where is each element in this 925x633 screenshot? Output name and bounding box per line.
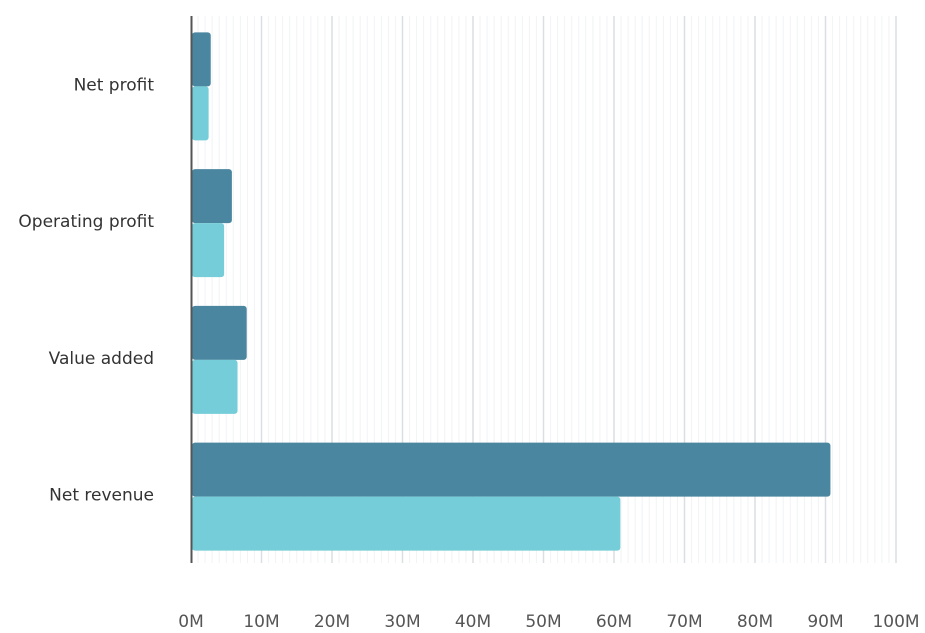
bar-operating-profit-series-1 bbox=[192, 169, 232, 224]
category-label: Net profit bbox=[74, 75, 155, 95]
x-tick-label: 40M bbox=[455, 612, 491, 632]
category-labels: Net profit Operating profit Value added Net… bbox=[18, 75, 154, 505]
x-tick-label: 70M bbox=[666, 612, 702, 632]
bar-value-added-series-1 bbox=[192, 305, 247, 360]
bar-net-profit-series-2 bbox=[192, 86, 209, 141]
x-tick-label: 0M bbox=[178, 612, 203, 632]
x-tick-label: 10M bbox=[243, 612, 279, 632]
x-tick-label: 50M bbox=[525, 612, 561, 632]
bar-net-revenue-series-1 bbox=[192, 442, 831, 497]
bar-net-profit-series-1 bbox=[192, 32, 211, 87]
x-tick-labels: 0M 10M 20M 30M 40M 50M 60M 70M 80M 90M 100M bbox=[178, 612, 919, 632]
bars bbox=[192, 32, 831, 551]
x-tick-label: 20M bbox=[314, 612, 350, 632]
x-tick-label: 90M bbox=[807, 612, 843, 632]
x-tick-label: 60M bbox=[596, 612, 632, 632]
bar-value-added-series-2 bbox=[192, 359, 238, 414]
x-tick-label: 100M bbox=[872, 612, 919, 632]
category-label: Value added bbox=[49, 349, 154, 369]
bar-net-revenue-series-2 bbox=[192, 496, 621, 551]
x-tick-label: 80M bbox=[737, 612, 773, 632]
x-tick-label: 30M bbox=[384, 612, 420, 632]
category-label: Operating profit bbox=[18, 212, 154, 232]
bar-operating-profit-series-2 bbox=[192, 223, 225, 278]
category-label: Net revenue bbox=[49, 486, 154, 506]
